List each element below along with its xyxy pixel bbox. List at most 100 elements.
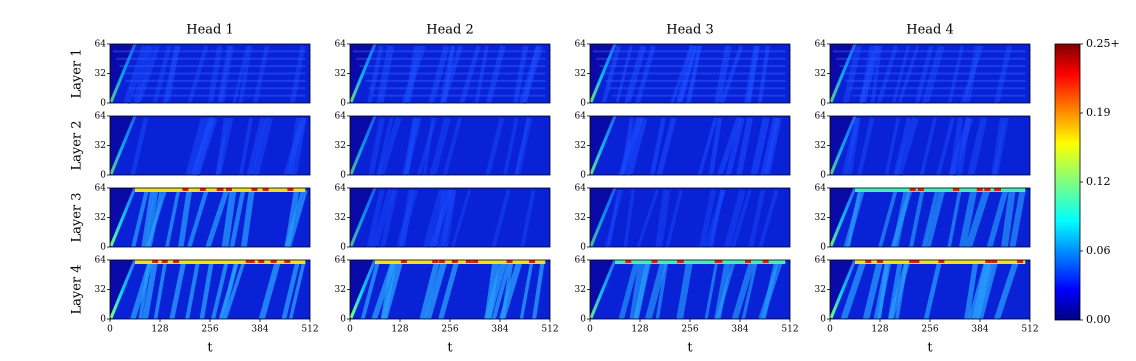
heatmap-streak [731,189,752,248]
x-tick-label: 0 [107,325,113,335]
heatmap-streak [429,117,451,176]
x-tick-label: 128 [631,325,648,335]
heatmap-hotspot [199,188,206,191]
heatmap-streak [284,189,300,248]
heatmap-streak [846,117,861,176]
x-tick-label: 0 [587,325,593,335]
heatmap-streak [699,189,717,248]
y-tick-label: 64 [815,184,827,194]
x-tick-label: 512 [301,325,318,335]
heatmap-hotspot [745,260,752,263]
heatmap-streak [429,189,453,248]
heatmap-streak [187,189,209,248]
heatmap-streak [192,117,216,176]
y-tick-label: 32 [575,285,586,295]
heatmap-ramp [349,43,377,103]
heatmap [109,259,311,320]
y-tick-label: 32 [815,285,826,295]
x-axis-label: t [207,341,213,356]
heatmap-hotspot [876,260,883,263]
heatmap-streak [491,189,511,248]
y-tick-label: 32 [575,141,586,151]
column-title: Head 3 [666,23,714,38]
colorbar-tick-label: 0.06 [1086,244,1111,257]
heatmap-streak [499,261,523,320]
x-tick-label: 0 [347,325,353,335]
heatmap-streak [846,189,862,248]
y-tick-label: 0 [580,171,586,181]
heatmap-top-band [855,188,1026,192]
heatmap [589,187,791,248]
heatmap-streak [417,117,438,176]
heatmap-streak [645,261,667,320]
heatmap-streak [142,261,158,320]
x-tick-label: 0 [827,325,833,335]
heatmap-hotspot [1017,260,1024,263]
heatmap-streak [199,261,214,320]
heatmap-streak [514,117,533,176]
column-title: Head 2 [426,23,474,38]
heatmap-streak [288,261,306,320]
heatmap-streak [758,261,783,320]
heatmap-streak [165,189,181,248]
heatmap-hotspot [917,188,924,191]
heatmap-streak [380,189,398,248]
heatmap-streak [130,261,154,320]
heatmap-hotspot [262,188,269,191]
heatmap-streak [633,261,652,320]
heatmap [829,115,1031,177]
y-tick-label: 64 [815,112,827,122]
heatmap-hotspot [258,260,265,263]
heatmap-top-band [375,260,546,264]
heatmap-streak [215,117,229,176]
y-tick-label: 32 [815,141,826,151]
heatmap-streak [676,261,693,320]
heatmap-streak [223,261,246,320]
heatmap-streak [649,117,666,176]
heatmap-streak [485,117,505,176]
heatmap [109,43,311,105]
heatmap-streak [281,261,300,320]
heatmap-streak [736,117,753,176]
y-tick-label: 64 [575,256,587,266]
heatmap-hotspot [152,260,159,263]
y-tick-label: 32 [95,213,106,223]
x-tick-label: 512 [781,325,798,335]
heatmap-ramp [109,43,137,103]
heatmap-streak [878,189,898,248]
heatmap-streak [246,117,267,176]
heatmap-streak [423,189,446,248]
heatmap-streak [240,189,255,248]
heatmap-streak [258,261,281,320]
heatmap-hotspot [677,260,684,263]
heatmap-streak [709,189,724,248]
heatmap-streak [625,117,648,176]
heatmap-streak [229,189,246,248]
heatmap-streak [947,189,962,248]
y-tick-label: 32 [335,69,346,79]
heatmap-hotspot [217,188,224,191]
heatmap-streak [965,188,991,249]
heatmap-ramp [829,115,857,175]
heatmap-streak [145,189,159,248]
heatmap-streak [130,117,149,176]
heatmap-streak [514,117,531,176]
heatmap-streak [360,261,380,320]
colorbar [1054,43,1081,321]
heatmap [829,43,1031,104]
x-tick-label: 128 [871,325,888,335]
heatmap-streak [221,189,237,248]
row-title: Layer 1 [70,48,85,98]
heatmap-streak [708,189,725,248]
x-tick-label: 384 [251,325,268,335]
heatmap-streak [604,189,624,248]
y-tick-label: 64 [815,256,827,266]
heatmap-streak [381,261,403,320]
heatmap-hotspot [451,260,458,263]
heatmap-streak [717,117,742,176]
y-tick-label: 64 [575,40,587,50]
colorbar-tick-label: 0.12 [1086,175,1111,188]
heatmap-hotspot [506,260,513,263]
heatmap-streak [656,117,677,176]
heatmap-streak [760,117,780,176]
